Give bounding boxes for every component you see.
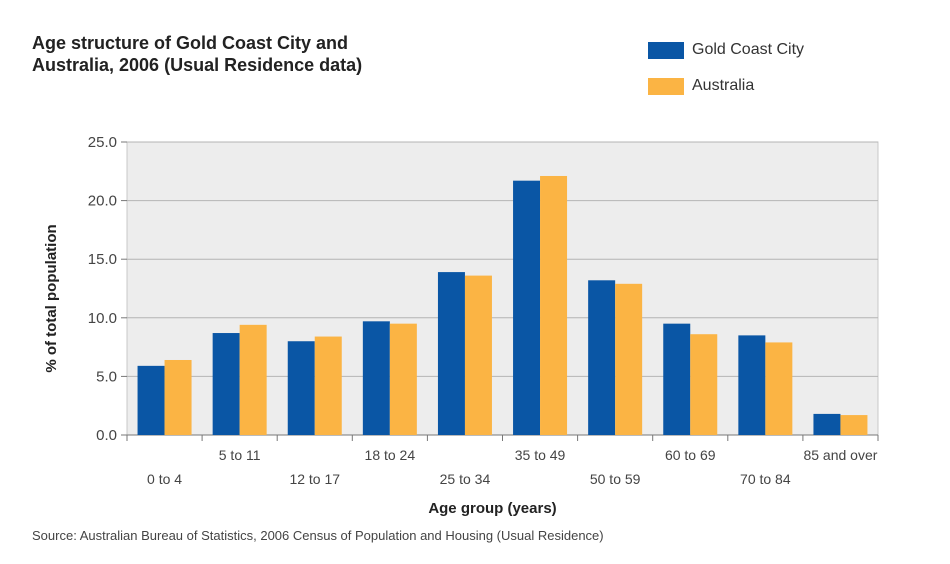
legend-label-gold-coast: Gold Coast City xyxy=(692,41,805,58)
y-tick-label: 0.0 xyxy=(96,427,117,444)
source-note: Source: Australian Bureau of Statistics,… xyxy=(32,528,604,543)
bar xyxy=(840,415,868,435)
x-tick-label: 5 to 11 xyxy=(219,447,261,463)
x-tick-label: 70 to 84 xyxy=(740,471,791,487)
y-axis-title: % of total population xyxy=(43,224,60,372)
y-tick-label: 20.0 xyxy=(88,193,117,210)
bar xyxy=(738,335,766,435)
bar xyxy=(137,365,165,435)
y-tick-label: 10.0 xyxy=(88,310,117,327)
x-tick-label: 35 to 49 xyxy=(515,447,566,463)
bar-chart: 0.0 5.0 10.0 15.0 20.0 25.0 0 to 4 5 to 11 12 to… xyxy=(43,134,879,517)
bar xyxy=(212,333,240,435)
bar xyxy=(164,359,192,435)
legend-item-australia: Australia xyxy=(648,76,804,96)
legend-item-gold-coast: Gold Coast City xyxy=(648,40,804,60)
bar xyxy=(690,334,718,435)
x-tick-label: 18 to 24 xyxy=(365,447,416,463)
bar xyxy=(588,280,616,435)
y-tick-label: 5.0 xyxy=(96,368,117,385)
bar xyxy=(287,341,315,435)
bar xyxy=(464,275,492,435)
bar xyxy=(813,413,841,435)
y-tick-label: 25.0 xyxy=(88,134,117,151)
bar xyxy=(389,323,417,435)
x-axis-title: Age group (years) xyxy=(428,500,556,517)
legend-swatch-australia xyxy=(648,77,684,95)
legend-label-australia: Australia xyxy=(692,77,755,94)
bar xyxy=(513,180,541,435)
bar xyxy=(765,342,793,435)
bar xyxy=(239,324,267,435)
chart-title-line-2: Australia, 2006 (Usual Residence data) xyxy=(32,55,363,75)
legend-swatch-gold-coast xyxy=(648,41,684,59)
bar xyxy=(540,175,568,435)
x-tick-label: 0 to 4 xyxy=(147,471,182,487)
bar xyxy=(314,336,342,435)
chart-legend: Gold Coast City Australia xyxy=(648,40,804,112)
x-tick-label: 85 and over xyxy=(803,447,877,463)
y-tick-label: 15.0 xyxy=(88,251,117,268)
x-tick-label: 25 to 34 xyxy=(440,471,491,487)
bar xyxy=(362,321,390,435)
chart-title: Age structure of Gold Coast City and Aus… xyxy=(32,32,492,76)
chart-title-line-1: Age structure of Gold Coast City and xyxy=(32,33,349,53)
x-tick-label: 12 to 17 xyxy=(289,471,340,487)
x-tick-label: 50 to 59 xyxy=(590,471,641,487)
bar xyxy=(437,272,465,435)
x-tick-label: 60 to 69 xyxy=(665,447,716,463)
bar xyxy=(663,323,691,435)
bar xyxy=(615,283,643,435)
